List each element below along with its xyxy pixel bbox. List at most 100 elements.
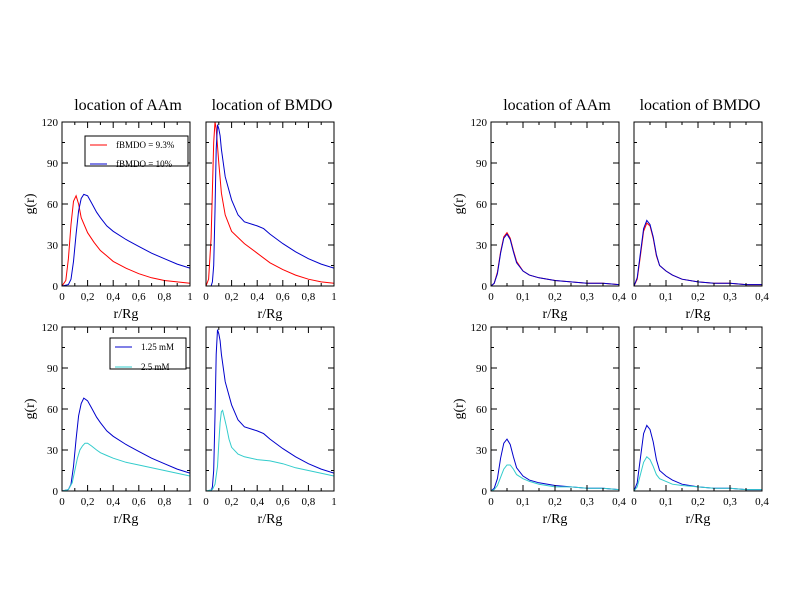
chart-panel-2: 0 0,2 0,4 0,6 0,8 1 location of BMDO r/Rg xyxy=(203,97,337,322)
y-tick-label: 90 xyxy=(476,363,488,375)
x-tick-label: 0,2 xyxy=(81,291,95,303)
x-tick-label: 0,4 xyxy=(250,496,264,508)
y-tick-label: 120 xyxy=(471,117,488,129)
x-axis-label: r/Rg xyxy=(258,307,283,322)
x-tick-label: 0,2 xyxy=(691,291,705,303)
x-tick-label: 0,4 xyxy=(612,291,626,303)
x-tick-label: 0,2 xyxy=(225,291,239,303)
x-tick-label: 0,8 xyxy=(302,291,316,303)
series-line-2 xyxy=(634,456,762,491)
x-axis-label: r/Rg xyxy=(543,512,568,527)
x-tick-label: 0,4 xyxy=(106,496,120,508)
x-tick-label: 0,4 xyxy=(106,291,120,303)
x-tick-label: 0,3 xyxy=(723,291,737,303)
y-axis-label: g(r) xyxy=(23,193,38,214)
x-tick-label: 0 xyxy=(203,496,209,508)
x-axis-label: r/Rg xyxy=(258,512,283,527)
legend-label: fBMDO = 9.3% xyxy=(116,140,175,150)
series-line-1 xyxy=(634,424,762,491)
series-line-2 xyxy=(62,442,190,491)
legend-frame xyxy=(84,135,189,167)
chart-panel-5: 0 0,2 0,4 0,6 0,8 1 0 30 60 90 120 r/Rg g(r) 1.25 mM 2… xyxy=(23,322,193,527)
y-tick-label: 60 xyxy=(47,199,59,211)
x-tick-label: 0,6 xyxy=(276,496,290,508)
y-tick-label: 0 xyxy=(482,486,488,498)
series-line-1 xyxy=(62,194,190,286)
x-tick-label: 0,6 xyxy=(132,496,146,508)
x-tick-label: 0,2 xyxy=(548,291,562,303)
y-axis-label: g(r) xyxy=(23,398,38,419)
series-line-1 xyxy=(206,122,334,286)
x-axis-label: r/Rg xyxy=(686,512,711,527)
series-line-1 xyxy=(206,329,334,491)
series-line-2 xyxy=(206,409,334,491)
x-tick-label: 0,8 xyxy=(158,496,172,508)
plot-frame xyxy=(490,121,620,287)
panel-title: location of AAm xyxy=(74,97,182,114)
series-line-1 xyxy=(634,222,762,286)
chart-panel-7: 0 0,1 0,2 0,3 0,4 0 30 60 90 120 r/Rg g(r) xyxy=(452,322,626,527)
series-line-2 xyxy=(634,219,762,286)
x-tick-label: 0,8 xyxy=(302,496,316,508)
chart-panel-1: 0 0,2 0,4 0,6 0,8 1 0 30 60 90 120 location of AAm r… xyxy=(23,97,193,322)
y-tick-label: 60 xyxy=(47,404,59,416)
x-tick-label: 0,1 xyxy=(659,291,673,303)
x-tick-label: 0,1 xyxy=(516,496,530,508)
y-tick-label: 120 xyxy=(42,117,59,129)
panel-title: location of AAm xyxy=(503,97,611,114)
y-tick-label: 0 xyxy=(53,486,59,498)
x-axis-label: r/Rg xyxy=(114,512,139,527)
panel-title: location of BMDO xyxy=(640,97,761,114)
legend-frame xyxy=(109,337,187,370)
y-tick-label: 0 xyxy=(482,281,488,293)
panel-title: location of BMDO xyxy=(212,97,333,114)
y-axis-label: g(r) xyxy=(452,193,467,214)
plot-frame xyxy=(633,121,763,287)
y-tick-label: 30 xyxy=(476,445,488,457)
y-tick-label: 30 xyxy=(47,240,59,252)
x-tick-label: 0,1 xyxy=(659,496,673,508)
y-tick-label: 30 xyxy=(47,445,59,457)
legend-label: fBMDO = 10% xyxy=(116,159,173,169)
x-axis-label: r/Rg xyxy=(686,307,711,322)
x-tick-label: 0 xyxy=(488,496,494,508)
y-tick-label: 0 xyxy=(53,281,59,293)
x-tick-label: 0 xyxy=(59,291,65,303)
y-tick-label: 30 xyxy=(476,240,488,252)
legend-label: 1.25 mM xyxy=(141,342,174,352)
x-tick-label: 0 xyxy=(59,496,65,508)
x-tick-label: 0,2 xyxy=(225,496,239,508)
x-tick-label: 0,6 xyxy=(132,291,146,303)
legend-label: 2.5 mM xyxy=(141,362,170,372)
y-tick-label: 90 xyxy=(47,363,59,375)
x-tick-label: 0,8 xyxy=(158,291,172,303)
chart-panel-4: 0 0,1 0,2 0,3 0,4 location of BMDO r/Rg xyxy=(631,97,769,322)
x-tick-label: 0,2 xyxy=(548,496,562,508)
chart-panel-8: 0 0,1 0,2 0,3 0,4 r/Rg xyxy=(631,326,769,527)
x-tick-label: 1 xyxy=(331,496,337,508)
x-tick-label: 0 xyxy=(631,496,637,508)
x-tick-label: 0,3 xyxy=(723,496,737,508)
series-line-2 xyxy=(62,193,190,286)
y-axis-label: g(r) xyxy=(452,398,467,419)
x-axis-label: r/Rg xyxy=(543,307,568,322)
x-tick-label: 0,4 xyxy=(755,291,769,303)
x-tick-label: 0 xyxy=(631,291,637,303)
y-tick-label: 120 xyxy=(471,322,488,334)
x-tick-label: 0,3 xyxy=(580,496,594,508)
y-tick-label: 60 xyxy=(476,199,488,211)
chart-panel-6: 0 0,2 0,4 0,6 0,8 1 r/Rg xyxy=(203,326,337,527)
y-tick-label: 90 xyxy=(47,158,59,170)
x-tick-label: 1 xyxy=(331,291,337,303)
x-tick-label: 0 xyxy=(203,291,209,303)
x-tick-label: 1 xyxy=(187,291,193,303)
x-tick-label: 0,4 xyxy=(250,291,264,303)
legend-box: fBMDO = 9.3% fBMDO = 10% xyxy=(84,135,189,169)
series-line-1 xyxy=(62,397,190,491)
y-tick-label: 90 xyxy=(476,158,488,170)
x-axis-label: r/Rg xyxy=(114,307,139,322)
x-tick-label: 0 xyxy=(488,291,494,303)
x-tick-label: 0,3 xyxy=(580,291,594,303)
y-tick-label: 60 xyxy=(476,404,488,416)
